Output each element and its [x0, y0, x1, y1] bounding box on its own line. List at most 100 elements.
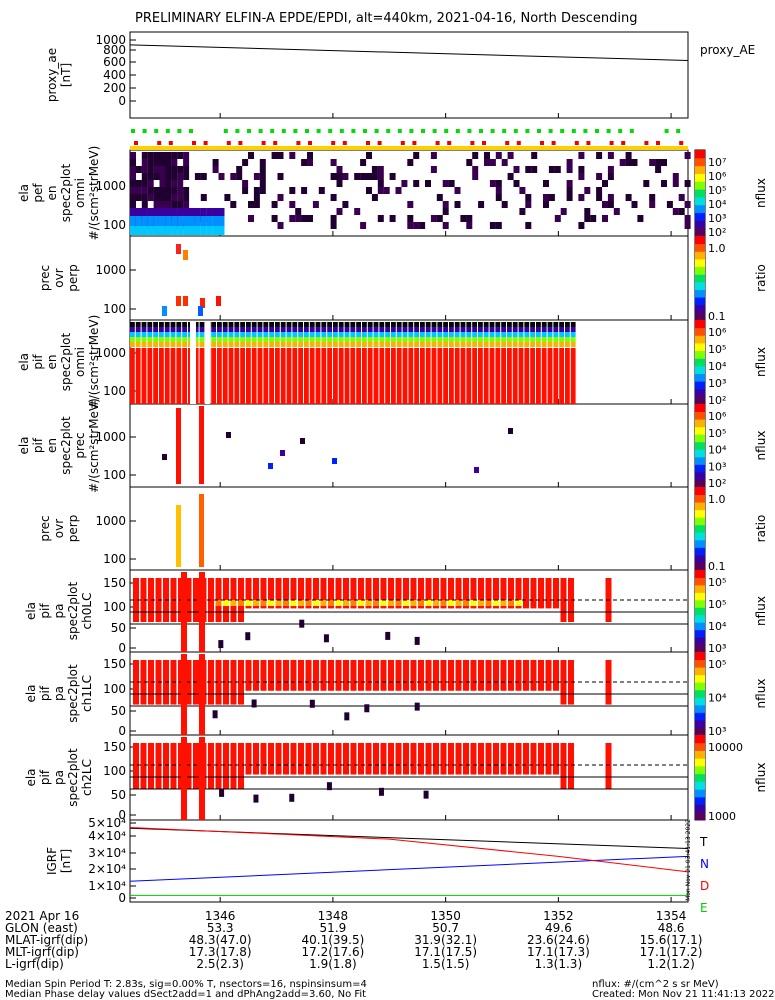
spectrogram-cell	[407, 201, 414, 208]
colorbar-tick-label: 10²	[708, 477, 726, 490]
colorbar-segment	[695, 320, 705, 329]
pitch-angle-cell	[328, 660, 334, 691]
colorbar-segment	[695, 350, 705, 359]
status-dot	[606, 129, 611, 133]
spectrogram-cell	[176, 337, 182, 342]
spectrogram-cell	[130, 152, 136, 159]
spectrogram-cell	[269, 348, 274, 404]
y-tick-label: 50	[111, 621, 126, 635]
spectrogram-cell	[684, 215, 691, 222]
spectrogram-cell	[141, 201, 148, 208]
spectrogram-cell	[211, 337, 216, 342]
spectrogram-cell	[402, 327, 408, 332]
spectrogram-cell	[165, 208, 172, 216]
spectrogram-cell	[596, 194, 603, 201]
spectrogram-cell	[507, 322, 512, 327]
status-dot	[157, 141, 162, 145]
spectrogram-cell	[248, 201, 254, 208]
spectrogram-cell	[251, 322, 257, 327]
spectrogram-cell	[242, 159, 249, 166]
spectrogram-cell	[672, 208, 679, 215]
spectrogram-cell	[578, 222, 585, 229]
pitch-angle-cell	[170, 743, 177, 789]
y-tick-label: 1000	[95, 514, 126, 528]
spectrogram-cell	[170, 337, 176, 342]
spectrogram-cell	[460, 322, 466, 327]
colorbar-segment	[695, 629, 705, 638]
pitch-angle-cell	[215, 600, 222, 606]
pitch-angle-cell	[515, 600, 522, 606]
spectrogram-cell	[402, 342, 408, 347]
colorbar-segment	[695, 804, 705, 813]
spectrogram-cell	[350, 337, 356, 342]
spectrogram-cell	[159, 342, 164, 347]
pitch-angle-cell	[275, 660, 282, 691]
spectrogram-cell	[130, 208, 136, 216]
pitch-angle-cell	[515, 578, 522, 609]
pitch-angle-cell	[223, 600, 229, 606]
footer-row-value: 1350	[430, 909, 461, 923]
spectrogram-cell	[460, 348, 466, 404]
pitch-angle-cell	[605, 743, 612, 789]
spectrogram-cell	[512, 322, 518, 327]
spectrogram-cell	[234, 337, 240, 342]
spectrogram-cell	[183, 187, 190, 194]
spectrogram-cell	[228, 332, 234, 337]
spectrogram-cell	[253, 194, 260, 201]
pitch-angle-cell	[148, 743, 154, 789]
spectrogram-cell	[170, 332, 176, 337]
spectrogram-cell	[443, 337, 448, 342]
spectrogram-cell	[289, 215, 296, 222]
pitch-angle-cell	[230, 660, 237, 705]
spectrogram-cell	[228, 327, 234, 332]
spectrogram-cell	[130, 322, 135, 327]
pitch-angle-cell	[290, 743, 297, 775]
spectrogram-cell	[354, 173, 361, 180]
spectrogram-cell	[333, 348, 338, 404]
pitch-angle-cell	[523, 743, 529, 775]
spectrogram-cell	[371, 166, 378, 173]
pitch-angle-cell	[380, 743, 387, 775]
spectrogram-cell	[385, 327, 390, 332]
spectrogram-cell	[507, 327, 512, 332]
spectrogram-cell	[356, 322, 361, 327]
spectrogram-cell	[263, 348, 269, 404]
spectrogram-cell	[176, 332, 182, 337]
igrf-legend-e: E	[700, 901, 708, 915]
spectrogram-cell	[547, 327, 553, 332]
spectrogram-cell	[547, 322, 553, 327]
spectrogram-cell	[242, 187, 249, 194]
pitch-angle-cell	[395, 600, 402, 606]
pitch-angle-cell	[208, 743, 214, 789]
spectrogram-cell	[135, 166, 142, 173]
spectrogram-cell	[466, 322, 472, 327]
spectrogram-cell	[327, 332, 332, 337]
spectrogram-cell	[263, 327, 269, 332]
spectrogram-cell	[141, 159, 148, 166]
pitch-angle-cell	[485, 660, 492, 691]
plot-title: PRELIMINARY ELFIN-A EPDE/EPDI, alt=440km…	[135, 11, 638, 26]
pitch-angle-cell	[538, 578, 544, 609]
spectrogram-cell	[189, 216, 195, 226]
spectrogram-cell	[217, 332, 222, 337]
spectrogram-cell	[217, 348, 222, 404]
status-dot	[548, 129, 553, 133]
spectrogram-cell	[684, 222, 691, 229]
spectrogram-cell	[218, 226, 225, 235]
pitch-angle-cell	[530, 578, 537, 609]
spectrogram-cell	[389, 215, 396, 222]
spectrogram-cell	[501, 322, 506, 327]
colorbar-segment	[695, 712, 705, 721]
colorbar-segment	[695, 365, 705, 374]
spectrogram-cell	[141, 173, 148, 180]
status-dot	[537, 129, 541, 133]
pitch-angle-cell	[440, 600, 447, 606]
spectrogram-cell	[431, 327, 437, 332]
status-dot	[168, 141, 173, 145]
colorbar-tick-label: 10⁶	[708, 170, 727, 183]
status-dot	[261, 141, 266, 145]
spectrogram-cell	[304, 337, 309, 342]
spectrogram-cell	[495, 152, 502, 159]
spectrogram-cell	[177, 152, 184, 159]
spectrogram-cell	[159, 194, 166, 201]
